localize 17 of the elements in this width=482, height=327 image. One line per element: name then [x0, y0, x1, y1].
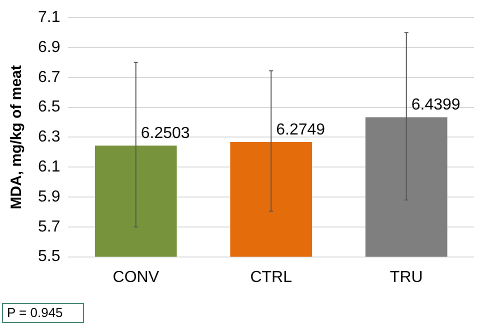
- x-tick-label: CONV: [112, 268, 160, 286]
- data-label: 6.4399: [411, 96, 460, 114]
- y-tick-label: 6.3: [38, 128, 60, 146]
- y-tick-label: 5.7: [38, 218, 60, 236]
- y-tick-label: 5.9: [38, 188, 60, 206]
- data-label: 6.2749: [276, 121, 326, 138]
- y-axis-title: MDA, mg/kg of meat: [8, 65, 26, 210]
- x-tick-label: TRU: [390, 268, 423, 286]
- y-tick-label: 6.5: [38, 98, 60, 116]
- x-tick-label: CTRL: [250, 268, 292, 286]
- data-label: 6.2503: [140, 125, 190, 142]
- y-tick-label: 6.1: [38, 158, 60, 176]
- y-tick-label: 6.9: [38, 38, 60, 56]
- y-tick-label: 7.1: [38, 9, 60, 26]
- text: P = 0.945: [2, 303, 84, 323]
- y-tick-label: 5.5: [38, 248, 60, 266]
- y-tick-label: 6.7: [38, 68, 60, 86]
